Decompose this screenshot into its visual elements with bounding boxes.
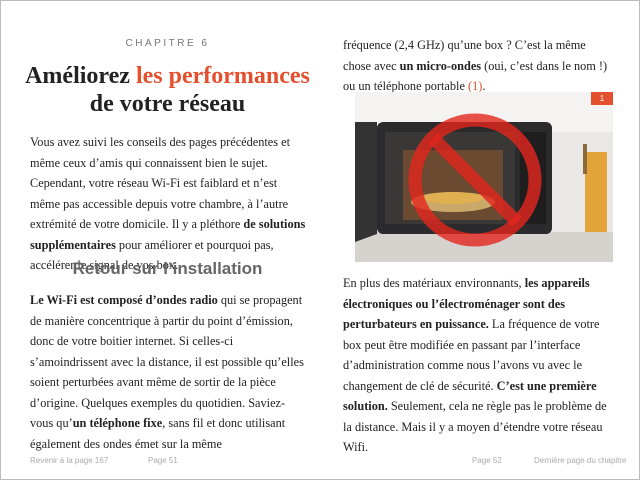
text-run: les performances [135,63,310,89]
section-heading: Retour sur l’installation [72,259,263,278]
text-run: les appareils électroniques ou l’électro… [343,276,590,331]
text-run: C’est une première solution. [343,378,597,414]
text-run: Le Wi-Fi est composé d’ondes radio [30,293,218,307]
text-run: La fréquence de votre box peut être modi… [343,317,600,393]
text-block: fréquence (2,4 GHz) qu’une box ? C’est l… [343,35,615,97]
paragraph: Le Wi-Fi est composé d’ondes radio qui s… [30,290,308,454]
back-link[interactable]: Revenir à la page 167 [30,456,109,465]
text-block: Le Wi-Fi est composé d’ondes radio qui s… [30,290,308,454]
text-block: En plus des matériaux environnants, les … [343,273,615,458]
text-run: Seulement, cela ne règle pas le problème… [343,399,607,454]
paragraph: fréquence (2,4 GHz) qu’une box ? C’est l… [343,35,615,97]
text-run: (oui, c’est dans le nom !) ou un télépho… [343,58,608,94]
page-number: Page 52 [472,456,502,465]
end-link[interactable]: Dernière page du chapitre [534,456,627,465]
text-run: , sans fil et donc utilisant également d… [30,416,286,451]
image-badge: 1 [600,94,605,103]
page-number: Page 51 [148,456,178,465]
text-run: fréquence (2,4 GHz) qu’une box ? C’est l… [343,38,586,73]
chapter-title: Améliorez les performances de votre rése… [20,62,315,118]
text-run: pour améliorer et pourquoi pas, accélére… [30,237,274,273]
text-run: un téléphone fixe [72,416,163,430]
title-line: de votre réseau [89,91,246,117]
title-line: Améliorez les performances [20,62,315,90]
text-run: . [482,79,486,93]
text-run: un micro-ondes [399,58,482,73]
text-block: Vous avez suivi les conseils des pages p… [30,132,308,276]
text-run: de solutions supplémentaires [30,217,306,252]
text-run: Vous avez suivi les conseils des pages p… [30,135,290,231]
chapter-label: CHAPITRE 6 [125,38,210,49]
text-run: Améliorez [25,63,136,89]
text-run: En plus des matériaux environnants, [343,276,525,290]
footnote-link[interactable]: (1) [467,79,483,93]
paragraph: Vous avez suivi les conseils des pages p… [30,132,308,276]
paragraph: En plus des matériaux environnants, les … [343,273,615,458]
image: 1 [355,92,613,262]
text-run: qui se propagent de manière concentrique… [30,293,304,430]
